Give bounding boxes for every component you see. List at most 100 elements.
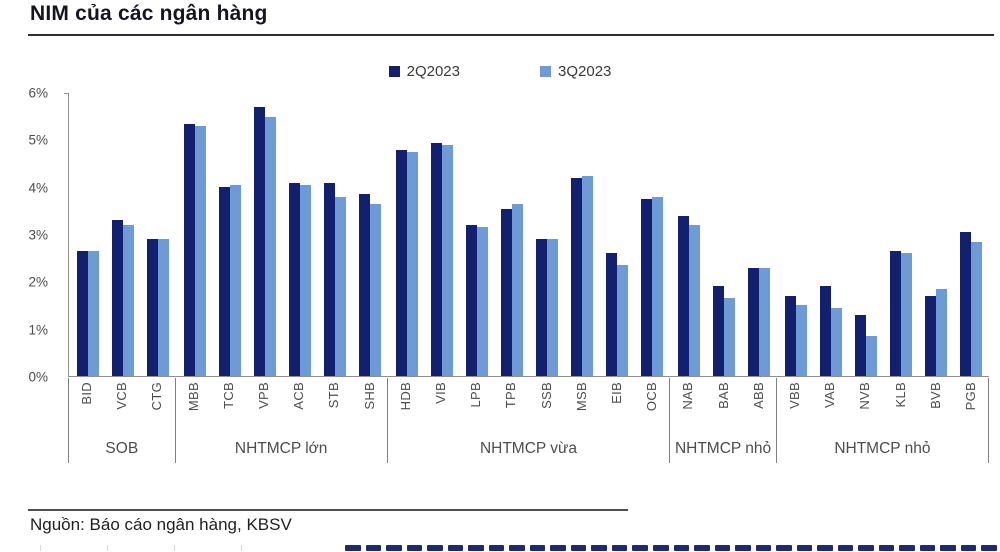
bar-pair-vbb	[778, 93, 813, 376]
x-tick-label-klb: KLB	[892, 382, 908, 408]
bar-2q2023-acb	[288, 182, 300, 376]
bar-pair-bvb	[918, 93, 953, 376]
y-tick-label: 2%	[28, 274, 48, 290]
cutoff-dash	[468, 545, 484, 551]
x-axis-labels: BID VCB CTG SOB MBB TCB VPB ACB STB SHB NHTMCP lớn…	[68, 378, 989, 463]
group-label-1: NHTMCP lớn	[234, 440, 328, 457]
bar-2q2023-pgb	[959, 232, 971, 376]
bar-2q2023-bvb	[924, 295, 936, 376]
cutoff-dash	[447, 545, 464, 551]
cutoff-dash	[529, 545, 546, 551]
bar-3q2023-klb	[900, 253, 912, 376]
legend-item-3q2023: 3Q2023	[540, 63, 611, 80]
bar-2q2023-vab	[819, 286, 831, 376]
bar-3q2023-mbb	[194, 126, 206, 376]
bar-3q2023-abb	[758, 267, 770, 376]
bar-2q2023-bid	[76, 251, 88, 376]
x-tick-label-stb: STB	[326, 382, 342, 409]
bar-3q2023-tpb	[511, 203, 523, 376]
bar-2q2023-stb	[323, 182, 335, 376]
bar-3q2023-ssb	[546, 239, 558, 376]
bar-3q2023-bvb	[935, 288, 947, 376]
cutoff-dash	[488, 545, 505, 551]
bar-pair-bab	[706, 93, 741, 376]
label-group-2: HDB VIB LPB TPB SSB MSB EIB OCB NHTMCP vừa	[388, 378, 671, 463]
x-tick-label-pgb: PGB	[962, 382, 978, 411]
cutoff-dash	[858, 545, 874, 551]
x-tick-label-msb: MSB	[573, 382, 589, 412]
x-tick-label-vpb: VPB	[256, 382, 272, 409]
bar-2q2023-tcb	[218, 187, 230, 376]
cutoff-dash	[755, 545, 772, 551]
cutoff-dash	[899, 545, 915, 551]
bar-2q2023-vpb	[253, 107, 265, 376]
bar-3q2023-bab	[723, 298, 735, 376]
bar-3q2023-lpb	[476, 227, 488, 376]
chart-legend: 2Q2023 3Q2023	[0, 63, 1000, 80]
bar-2q2023-shb	[358, 194, 370, 376]
plot-group-1	[176, 93, 388, 376]
bar-2q2023-vbb	[784, 295, 796, 376]
bar-3q2023-pgb	[970, 241, 982, 376]
bar-3q2023-eib	[616, 265, 628, 376]
cutoff-row-faint-marks	[40, 545, 330, 551]
cutoff-dash	[632, 545, 648, 551]
x-tick-label-ctg: CTG	[149, 382, 165, 411]
bar-pair-lpb	[459, 93, 494, 376]
y-tick-label: 5%	[28, 132, 48, 148]
cutoff-dash	[735, 545, 751, 551]
bar-2q2023-tpb	[500, 208, 512, 376]
y-tick-label: 0%	[28, 369, 48, 385]
bar-2q2023-msb	[570, 177, 582, 376]
cutoff-dash	[611, 545, 628, 551]
bar-pair-hdb	[389, 93, 424, 376]
bar-pair-abb	[741, 93, 776, 376]
cutoff-dash	[345, 545, 361, 551]
x-tick-label-vab: VAB	[822, 382, 838, 408]
bar-3q2023-vab	[830, 307, 842, 376]
bar-2q2023-mbb	[183, 123, 195, 376]
bar-3q2023-stb	[334, 196, 346, 376]
cutoff-row-navy-strip	[345, 545, 997, 551]
plot-group-4	[777, 93, 989, 376]
bar-3q2023-ctg	[157, 239, 169, 376]
legend-label: 2Q2023	[406, 63, 460, 80]
bar-2q2023-hdb	[395, 149, 407, 376]
source-divider	[28, 509, 628, 511]
x-tick-label-hdb: HDB	[397, 382, 413, 411]
bar-2q2023-bab	[712, 286, 724, 376]
y-tick-label: 4%	[28, 180, 48, 196]
x-tick-label-bid: BID	[79, 382, 95, 405]
bar-2q2023-abb	[747, 267, 759, 376]
cutoff-dash	[878, 545, 895, 551]
x-tick-label-ssb: SSB	[538, 382, 554, 409]
legend-swatch-3q2023	[540, 66, 551, 77]
label-group-4: VBB VAB NVB KLB BVB PGB NHTMCP nhỏ	[777, 378, 989, 463]
bar-pair-vib	[424, 93, 459, 376]
cutoff-dash	[919, 545, 936, 551]
bar-2q2023-vib	[430, 142, 442, 376]
bar-2q2023-nab	[677, 215, 689, 376]
bar-3q2023-ocb	[651, 196, 663, 376]
cutoff-dash	[570, 545, 587, 551]
cutoff-dash	[509, 545, 525, 551]
bar-pair-eib	[599, 93, 634, 376]
cutoff-dash	[837, 545, 854, 551]
cutoff-dash	[365, 545, 382, 551]
x-tick-label-shb: SHB	[361, 382, 377, 410]
bar-pair-tcb	[212, 93, 247, 376]
bar-2q2023-klb	[889, 251, 901, 376]
bar-2q2023-ctg	[146, 239, 158, 376]
cutoff-dash	[673, 545, 690, 551]
bar-pair-klb	[883, 93, 918, 376]
cutoff-dash	[776, 545, 792, 551]
group-label-3: NHTMCP nhỏ	[674, 440, 772, 457]
cutoff-dash	[591, 545, 607, 551]
x-tick-label-mbb: MBB	[185, 382, 201, 412]
y-tick-label: 6%	[28, 85, 48, 101]
bar-pair-vcb	[105, 93, 140, 376]
x-tick-label-bvb: BVB	[927, 382, 943, 409]
bar-3q2023-msb	[581, 175, 593, 376]
label-group-0: BID VCB CTG SOB	[68, 378, 176, 463]
